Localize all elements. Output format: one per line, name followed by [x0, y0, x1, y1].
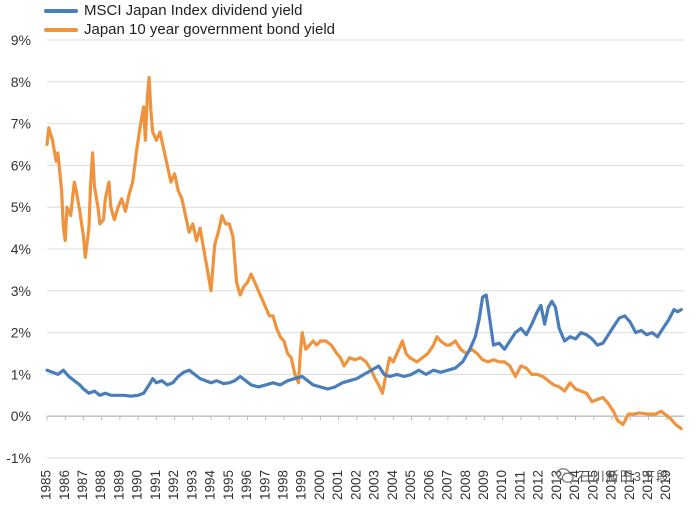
x-tick-label: 1999 [294, 470, 309, 500]
x-tick-label: 1998 [276, 470, 291, 500]
y-tick-label: 4% [11, 241, 31, 257]
x-tick-label: 2016 [604, 470, 619, 500]
y-axis: -1% 0% 1% 2% 3% 4% 5% 6% 7% 8% 9% [6, 32, 31, 466]
y-tick-label: 8% [11, 74, 31, 90]
x-tick-label: 1987 [75, 470, 90, 500]
x-tick-label: 2018 [640, 470, 655, 500]
x-tick-label: 2015 [585, 470, 600, 500]
legend-swatch-dividend [44, 8, 78, 13]
series-group [45, 76, 683, 431]
legend-label-dividend: MSCI Japan Index dividend yield [84, 2, 303, 19]
x-tick-label: 1995 [221, 470, 236, 500]
y-tick-label: 9% [11, 32, 31, 48]
x-tick-label: 2012 [531, 470, 546, 500]
y-tick-label: 7% [11, 116, 31, 132]
legend-item-bond-yield: Japan 10 year government bond yield [44, 20, 335, 39]
x-tick-label: 1993 [184, 470, 199, 500]
y-tick-label: 0% [11, 408, 31, 424]
x-tick-label: 2011 [512, 471, 527, 500]
series-line-dividend-yield [45, 293, 683, 398]
watermark-text: 石川新田3下段 [577, 469, 670, 484]
x-tick-label: 2019 [658, 470, 673, 500]
x-tick-label: 1988 [93, 470, 108, 500]
x-tick-label: 1994 [203, 469, 218, 500]
x-tick-label: 2000 [312, 470, 327, 500]
x-tick-label: 2008 [458, 470, 473, 500]
x-tick-label: 1985 [39, 470, 54, 500]
x-tick-label: 1990 [130, 470, 145, 500]
x-tick-label: 2003 [367, 470, 382, 500]
x-tick-label: 2017 [622, 470, 637, 500]
x-tick-label: 2009 [476, 470, 491, 500]
legend: MSCI Japan Index dividend yield Japan 10… [44, 1, 335, 39]
y-tick-label: 3% [11, 283, 31, 299]
y-tick-label: 5% [11, 199, 31, 215]
x-tick-label: 1992 [166, 470, 181, 500]
x-tick-label: 2001 [330, 470, 345, 500]
x-tick-label: 1986 [57, 470, 72, 500]
x-tick-label: 2006 [421, 470, 436, 500]
y-tick-label: -1% [6, 450, 31, 466]
x-tick-label: 1997 [257, 470, 272, 500]
watermark: 石川新田3下段 [556, 466, 670, 485]
gridlines [47, 39, 684, 459]
x-tick-label: 1991 [148, 470, 163, 500]
x-tick-label: 1989 [111, 470, 126, 500]
x-tick-label: 2013 [549, 470, 564, 500]
legend-item-dividend-yield: MSCI Japan Index dividend yield [44, 1, 335, 20]
y-tick-label: 6% [11, 157, 31, 173]
wechat-icon [556, 467, 574, 483]
x-tick-label: 2004 [385, 469, 400, 500]
x-tick-label: 2010 [494, 470, 509, 500]
y-tick-label: 2% [11, 325, 31, 341]
x-tick-label: 2002 [348, 470, 363, 500]
x-tick-label: 2007 [440, 470, 455, 500]
x-tick-label: 1996 [239, 470, 254, 500]
y-tick-label: 1% [11, 366, 31, 382]
legend-swatch-bond [44, 27, 78, 32]
x-axis: 1985 1986 1987 1988 1989 1990 1991 1992 1993 1994… [39, 416, 673, 500]
x-tick-label: 2005 [403, 470, 418, 500]
series-line-bond-yield [45, 76, 683, 431]
legend-label-bond: Japan 10 year government bond yield [84, 21, 336, 38]
